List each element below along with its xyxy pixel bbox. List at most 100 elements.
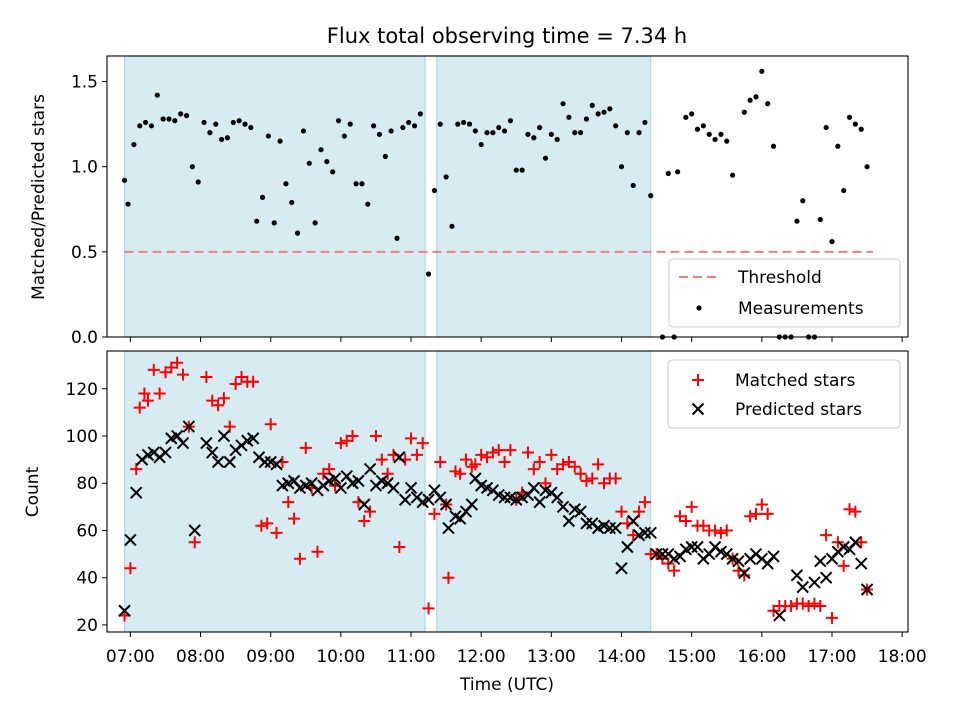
x-axis-label: Time (UTC) <box>459 675 554 695</box>
measurement-point <box>642 119 648 126</box>
measurement-point <box>461 119 467 126</box>
legend-measurements-swatch <box>696 305 702 311</box>
top-observing-window-2 <box>436 56 651 337</box>
measurement-point <box>613 123 619 129</box>
measurement-point <box>630 182 636 189</box>
measurement-point <box>513 167 519 173</box>
matched-star-point <box>557 458 570 471</box>
matched-star-point <box>381 467 394 480</box>
matched-star-point <box>475 448 488 461</box>
measurement-point <box>817 216 823 223</box>
matched-star-point <box>855 536 868 549</box>
legend-predicted-swatch <box>691 402 705 416</box>
measurement-point <box>542 155 549 161</box>
top-panel: 0.0 0.5 1.0 1.5 Threshold Measurements <box>71 55 909 348</box>
matched-star-point <box>288 512 301 525</box>
measurement-point <box>648 193 654 199</box>
bottom-y-tick-label: 120 <box>66 380 98 400</box>
predicted-star-point <box>465 498 479 511</box>
measurement-point <box>531 135 537 141</box>
predicted-star-point <box>855 557 868 570</box>
matched-star-point <box>837 559 850 572</box>
measurement-point <box>765 101 771 107</box>
predicted-star-point <box>404 481 418 495</box>
matched-star-point <box>282 496 295 509</box>
matched-star-point <box>761 507 774 520</box>
predicted-star-point <box>176 436 190 450</box>
predicted-star-point <box>422 493 435 506</box>
measurement-point <box>443 174 449 180</box>
measurement-point <box>242 121 248 127</box>
measurement-point <box>142 119 149 126</box>
predicted-star-point <box>393 451 406 464</box>
matched-star-point <box>124 562 137 575</box>
measurement-point <box>265 133 271 139</box>
measurement-point <box>353 181 359 187</box>
measurement-point <box>706 131 712 137</box>
measurement-point <box>601 109 607 115</box>
matched-star-point <box>346 430 359 443</box>
matched-star-point <box>744 510 757 523</box>
legend-measurements-label: Measurements <box>738 299 864 319</box>
matched-star-point <box>802 600 815 613</box>
matched-star-point <box>574 467 587 480</box>
measurement-point <box>665 170 671 177</box>
measurement-point <box>207 130 213 136</box>
measurement-point <box>852 121 858 127</box>
measurement-point <box>335 118 342 124</box>
measurement-point <box>577 130 584 136</box>
matched-star-point <box>521 446 534 459</box>
matched-star-point <box>459 453 472 466</box>
matched-star-point <box>434 455 447 468</box>
measurement-point <box>411 123 418 129</box>
measurement-point <box>166 116 172 122</box>
measurement-point <box>636 130 642 136</box>
top-legend-box <box>668 258 901 328</box>
measurement-point <box>466 121 473 127</box>
predicted-star-point <box>328 472 342 485</box>
predicted-star-point <box>691 540 704 554</box>
measurement-point <box>572 130 578 136</box>
measurement-point <box>121 177 128 183</box>
predicted-star-point <box>819 571 833 584</box>
measurement-point <box>371 123 377 129</box>
matched-star-point <box>334 437 347 450</box>
measurement-point <box>341 133 347 139</box>
predicted-star-point <box>685 540 698 554</box>
matched-star-point <box>720 524 733 537</box>
predicted-star-point <box>258 455 272 469</box>
measurement-point <box>712 136 718 143</box>
measurement-point <box>829 239 835 245</box>
matched-star-point <box>270 526 283 539</box>
matched-star-point <box>323 463 336 476</box>
predicted-star-point <box>118 604 131 617</box>
measurement-point <box>277 138 283 144</box>
matched-star-point <box>261 517 274 530</box>
predicted-star-point <box>615 562 628 575</box>
matched-star-point <box>820 529 833 542</box>
predicted-star-point <box>358 498 371 511</box>
bottom-y-tick-label: 60 <box>76 521 98 541</box>
matched-star-point <box>568 460 581 473</box>
matched-star-point <box>615 505 628 518</box>
measurement-point <box>478 141 484 148</box>
measurement-point <box>283 181 289 187</box>
predicted-star-point <box>767 550 780 563</box>
predicted-star-point <box>182 420 196 433</box>
measurement-point <box>183 113 190 119</box>
measurement-point <box>835 143 841 149</box>
measurement-point <box>312 220 318 226</box>
measurement-point <box>496 124 502 131</box>
bottom-x-tick-label: 18:00 <box>878 647 927 667</box>
predicted-star-point <box>387 481 400 495</box>
matched-star-point <box>668 564 681 577</box>
matched-star-point <box>130 463 143 476</box>
matched-star-point <box>849 505 862 518</box>
predicted-star-point <box>574 505 587 518</box>
measurement-point <box>800 198 806 204</box>
matched-star-point <box>428 507 441 520</box>
bottom-y-tick-label: 20 <box>76 616 98 636</box>
measurement-point <box>388 128 394 134</box>
measurement-point <box>201 119 207 126</box>
measurement-point <box>213 121 219 127</box>
